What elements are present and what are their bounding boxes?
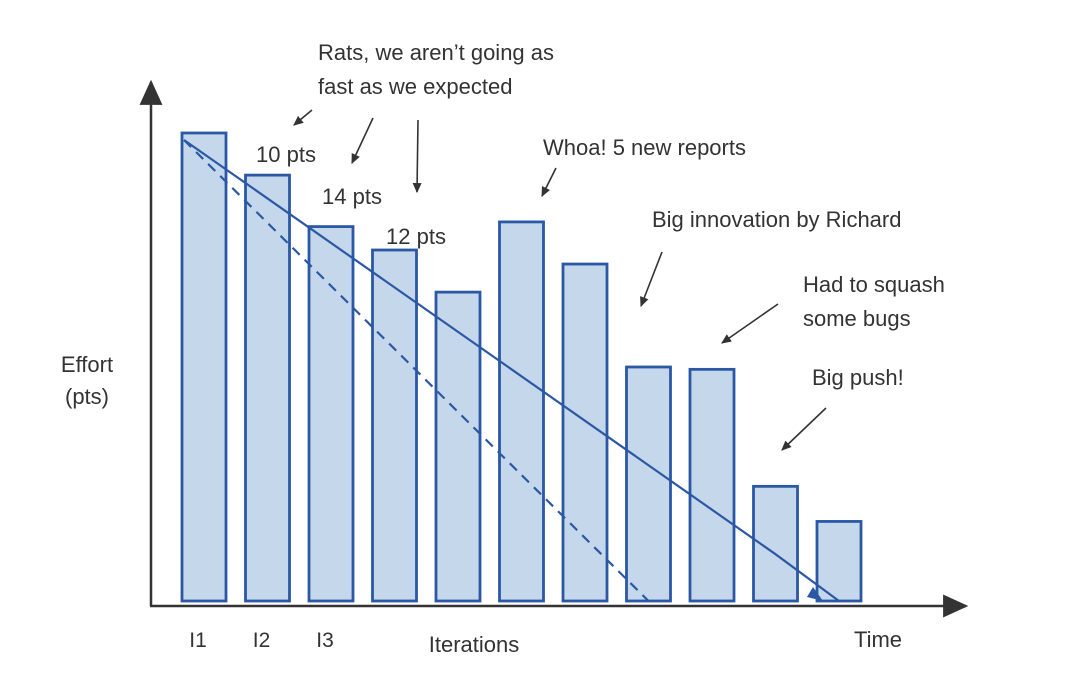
annotation-rats-line-2: fast as we expected [318,74,512,99]
annotation-bugs-line-2: some bugs [803,306,911,331]
time-label: Time [854,627,902,652]
bar-4 [371,248,418,603]
bar-6 [498,220,545,603]
x-tick-labels: I1 I2 I3 [189,629,334,652]
bars [180,131,863,603]
bar-1 [180,131,228,603]
trend-line-arrowhead [807,587,823,601]
annotation-whoa: Whoa! 5 new reports [543,135,746,160]
bar-label-10pts: 10 pts [256,142,316,167]
x-tick-i2: I2 [253,629,271,652]
y-axis-label: Effort (pts) [61,352,113,409]
arrow-rats-3 [412,119,422,194]
y-axis-label-line-1: Effort [61,352,113,377]
actual-trend-line [183,139,840,602]
bar-8 [625,365,672,603]
bar-9 [688,367,736,603]
trend-lines [183,139,840,602]
bar-2 [244,173,291,603]
bar-11 [815,520,863,603]
annotation-push: Big push! [812,365,904,390]
x-tick-i1: I1 [189,629,207,652]
arrow-whoa [541,167,557,198]
bar-5 [434,290,482,603]
arrow-rats-1 [293,109,313,126]
arrow-push [781,407,827,451]
arrow-bugs [721,303,779,344]
y-axis-label-line-2: (pts) [65,384,109,409]
x-axis-label: Iterations [429,632,520,657]
bar-label-14pts: 14 pts [322,184,382,209]
bar-7 [561,262,609,603]
x-tick-i3: I3 [316,629,334,652]
bar-label-12pts: 12 pts [386,224,446,249]
ideal-trend-line [183,139,650,602]
arrow-rats-2 [351,117,374,165]
arrow-innovation [640,251,663,308]
annotation-bugs-line-1: Had to squash [803,272,945,297]
annotation-arrows [293,109,827,451]
bar-3 [307,225,355,603]
annotation-rats-line-1: Rats, we aren’t going as [318,40,554,65]
annotation-innovation: Big innovation by Richard [652,207,901,232]
